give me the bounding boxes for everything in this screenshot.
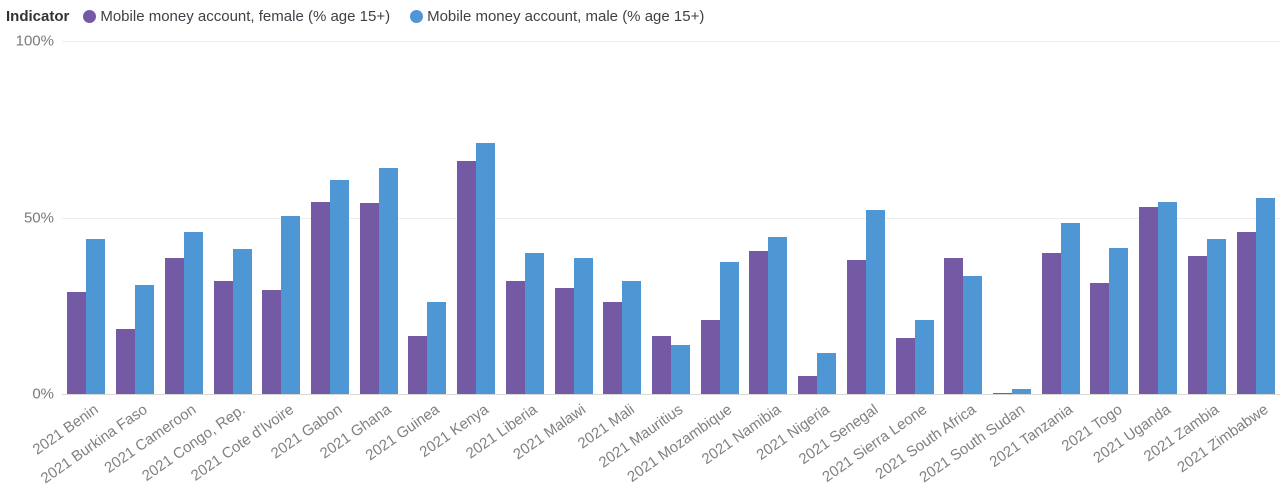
female-series-dot-icon: [83, 10, 97, 23]
bar-male[interactable]: [622, 281, 642, 394]
bar-group: [159, 41, 208, 394]
bar-male[interactable]: [1255, 198, 1275, 394]
bar-group: [1036, 41, 1085, 394]
bar-female[interactable]: [67, 291, 87, 394]
bar-female[interactable]: [116, 328, 136, 394]
bar-female[interactable]: [213, 281, 233, 394]
bar-male[interactable]: [427, 302, 447, 394]
bar-group: [111, 41, 160, 394]
bar-male[interactable]: [329, 180, 349, 394]
bar-group: [62, 41, 111, 394]
bar-group: [452, 41, 501, 394]
bar-female[interactable]: [895, 337, 915, 394]
plot-area: 100% 50% 0%: [16, 33, 1280, 403]
bar-male[interactable]: [865, 210, 885, 394]
bar-male[interactable]: [1012, 388, 1032, 394]
bar-male[interactable]: [135, 284, 155, 394]
bar-group: [1085, 41, 1134, 394]
bar-male[interactable]: [963, 275, 983, 394]
y-tick-0: 0%: [32, 385, 54, 403]
legend-title: Indicator: [6, 8, 70, 25]
bar-male[interactable]: [1158, 201, 1178, 394]
bar-group: [744, 41, 793, 394]
gridline-50: [62, 217, 1280, 219]
bar-female[interactable]: [700, 319, 720, 394]
bar-female[interactable]: [262, 289, 282, 394]
bar-female[interactable]: [798, 376, 818, 394]
bar-female[interactable]: [554, 288, 574, 394]
x-tick-cell: 2021 Zimbabwe: [1174, 395, 1280, 495]
bar-female[interactable]: [603, 302, 623, 394]
bar-group: [500, 41, 549, 394]
bar-group: [1183, 41, 1232, 394]
legend-item-male[interactable]: Mobile money account, male (% age 15+): [410, 8, 704, 25]
bar-group: [354, 41, 403, 394]
legend-label-male: Mobile money account, male (% age 15+): [427, 8, 705, 25]
bar-female[interactable]: [993, 392, 1013, 394]
bar-series-container: [62, 41, 1280, 394]
x-axis-labels: 2021 Benin 2021 Burkina Faso 2021 Cameroon…: [30, 395, 1280, 495]
bar-male[interactable]: [524, 252, 544, 394]
bar-group: [549, 41, 598, 394]
bar-male[interactable]: [183, 231, 203, 394]
bar-group: [306, 41, 355, 394]
bar-male[interactable]: [1060, 222, 1080, 394]
y-tick-100: 100%: [15, 32, 54, 50]
bar-group: [939, 41, 988, 394]
legend-item-female[interactable]: Mobile money account, female (% age 15+): [83, 8, 390, 25]
bar-group: [695, 41, 744, 394]
chart-legend: Indicator Mobile money account, female (…: [0, 0, 1284, 28]
bar-female[interactable]: [505, 281, 525, 394]
bar-group: [598, 41, 647, 394]
bar-female[interactable]: [1090, 282, 1110, 394]
bar-male[interactable]: [281, 215, 301, 394]
bar-group: [842, 41, 891, 394]
male-series-dot-icon: [410, 10, 424, 23]
bar-female[interactable]: [164, 258, 184, 394]
bar-male[interactable]: [670, 344, 690, 394]
bar-group: [647, 41, 696, 394]
bar-female[interactable]: [1041, 252, 1061, 394]
bar-female[interactable]: [749, 251, 769, 394]
bar-male[interactable]: [817, 353, 837, 394]
gridline-100: [62, 41, 1280, 42]
bar-male[interactable]: [1109, 247, 1129, 394]
bar-male[interactable]: [86, 238, 106, 394]
bar-group: [1231, 41, 1280, 394]
bar-female[interactable]: [1139, 206, 1159, 394]
bar-group: [208, 41, 257, 394]
bar-group: [793, 41, 842, 394]
bar-male[interactable]: [914, 319, 934, 394]
bar-female[interactable]: [359, 203, 379, 394]
bar-group: [1134, 41, 1183, 394]
bar-male[interactable]: [573, 258, 593, 394]
bar-group: [403, 41, 452, 394]
bar-group: [257, 41, 306, 394]
bar-group: [890, 41, 939, 394]
bar-male[interactable]: [476, 143, 496, 394]
bar-male[interactable]: [378, 168, 398, 394]
bar-group: [988, 41, 1037, 394]
bar-female[interactable]: [408, 335, 428, 394]
legend-label-female: Mobile money account, female (% age 15+): [100, 8, 391, 25]
bar-chart: 100% 50% 0% 2021 Benin 2021 Burkina Faso 2…: [16, 33, 1280, 495]
bar-female[interactable]: [944, 258, 964, 394]
bar-male[interactable]: [1206, 238, 1226, 394]
bar-female[interactable]: [1236, 231, 1256, 394]
bar-female[interactable]: [846, 259, 866, 394]
bar-male[interactable]: [232, 249, 252, 394]
bar-female[interactable]: [651, 335, 671, 394]
bar-female[interactable]: [1187, 256, 1207, 394]
bar-male[interactable]: [768, 236, 788, 394]
y-tick-50: 50%: [23, 209, 54, 226]
bar-female[interactable]: [457, 161, 477, 394]
bar-female[interactable]: [310, 201, 330, 394]
bar-male[interactable]: [719, 261, 739, 394]
